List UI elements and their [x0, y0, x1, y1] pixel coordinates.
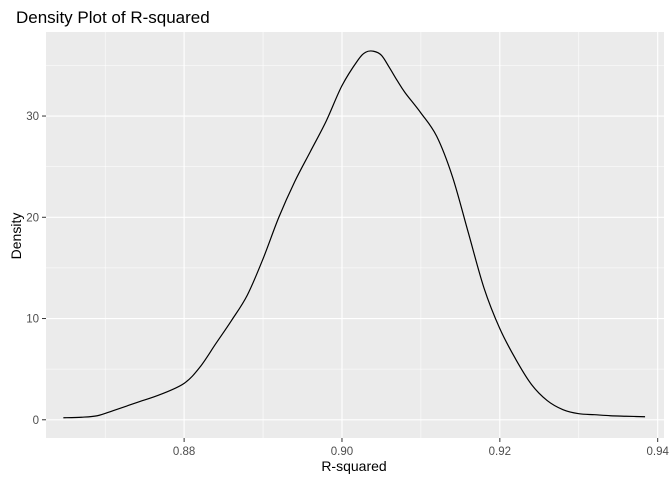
density-curve [63, 50, 646, 419]
y-axis: 0 10 20 30 [26, 111, 46, 427]
y-tick-label: 30 [26, 111, 39, 123]
y-tick-label: 0 [33, 415, 39, 427]
x-axis: 0.88 0.90 0.92 0.94 [173, 438, 669, 458]
y-tick-label: 20 [26, 212, 39, 224]
y-tick-label: 10 [26, 314, 39, 326]
x-axis-title: R-squared [321, 458, 386, 474]
chart-title: Density Plot of R-squared [16, 8, 210, 27]
x-tick-label: 0.92 [489, 446, 511, 458]
grid-lines [46, 32, 664, 438]
y-axis-title: Density [8, 213, 24, 260]
plot-panel [46, 32, 664, 438]
x-tick-label: 0.94 [646, 446, 669, 458]
x-tick-label: 0.90 [331, 446, 353, 458]
x-tick-label: 0.88 [173, 446, 195, 458]
